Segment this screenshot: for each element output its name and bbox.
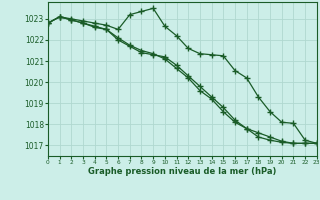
X-axis label: Graphe pression niveau de la mer (hPa): Graphe pression niveau de la mer (hPa) xyxy=(88,167,276,176)
